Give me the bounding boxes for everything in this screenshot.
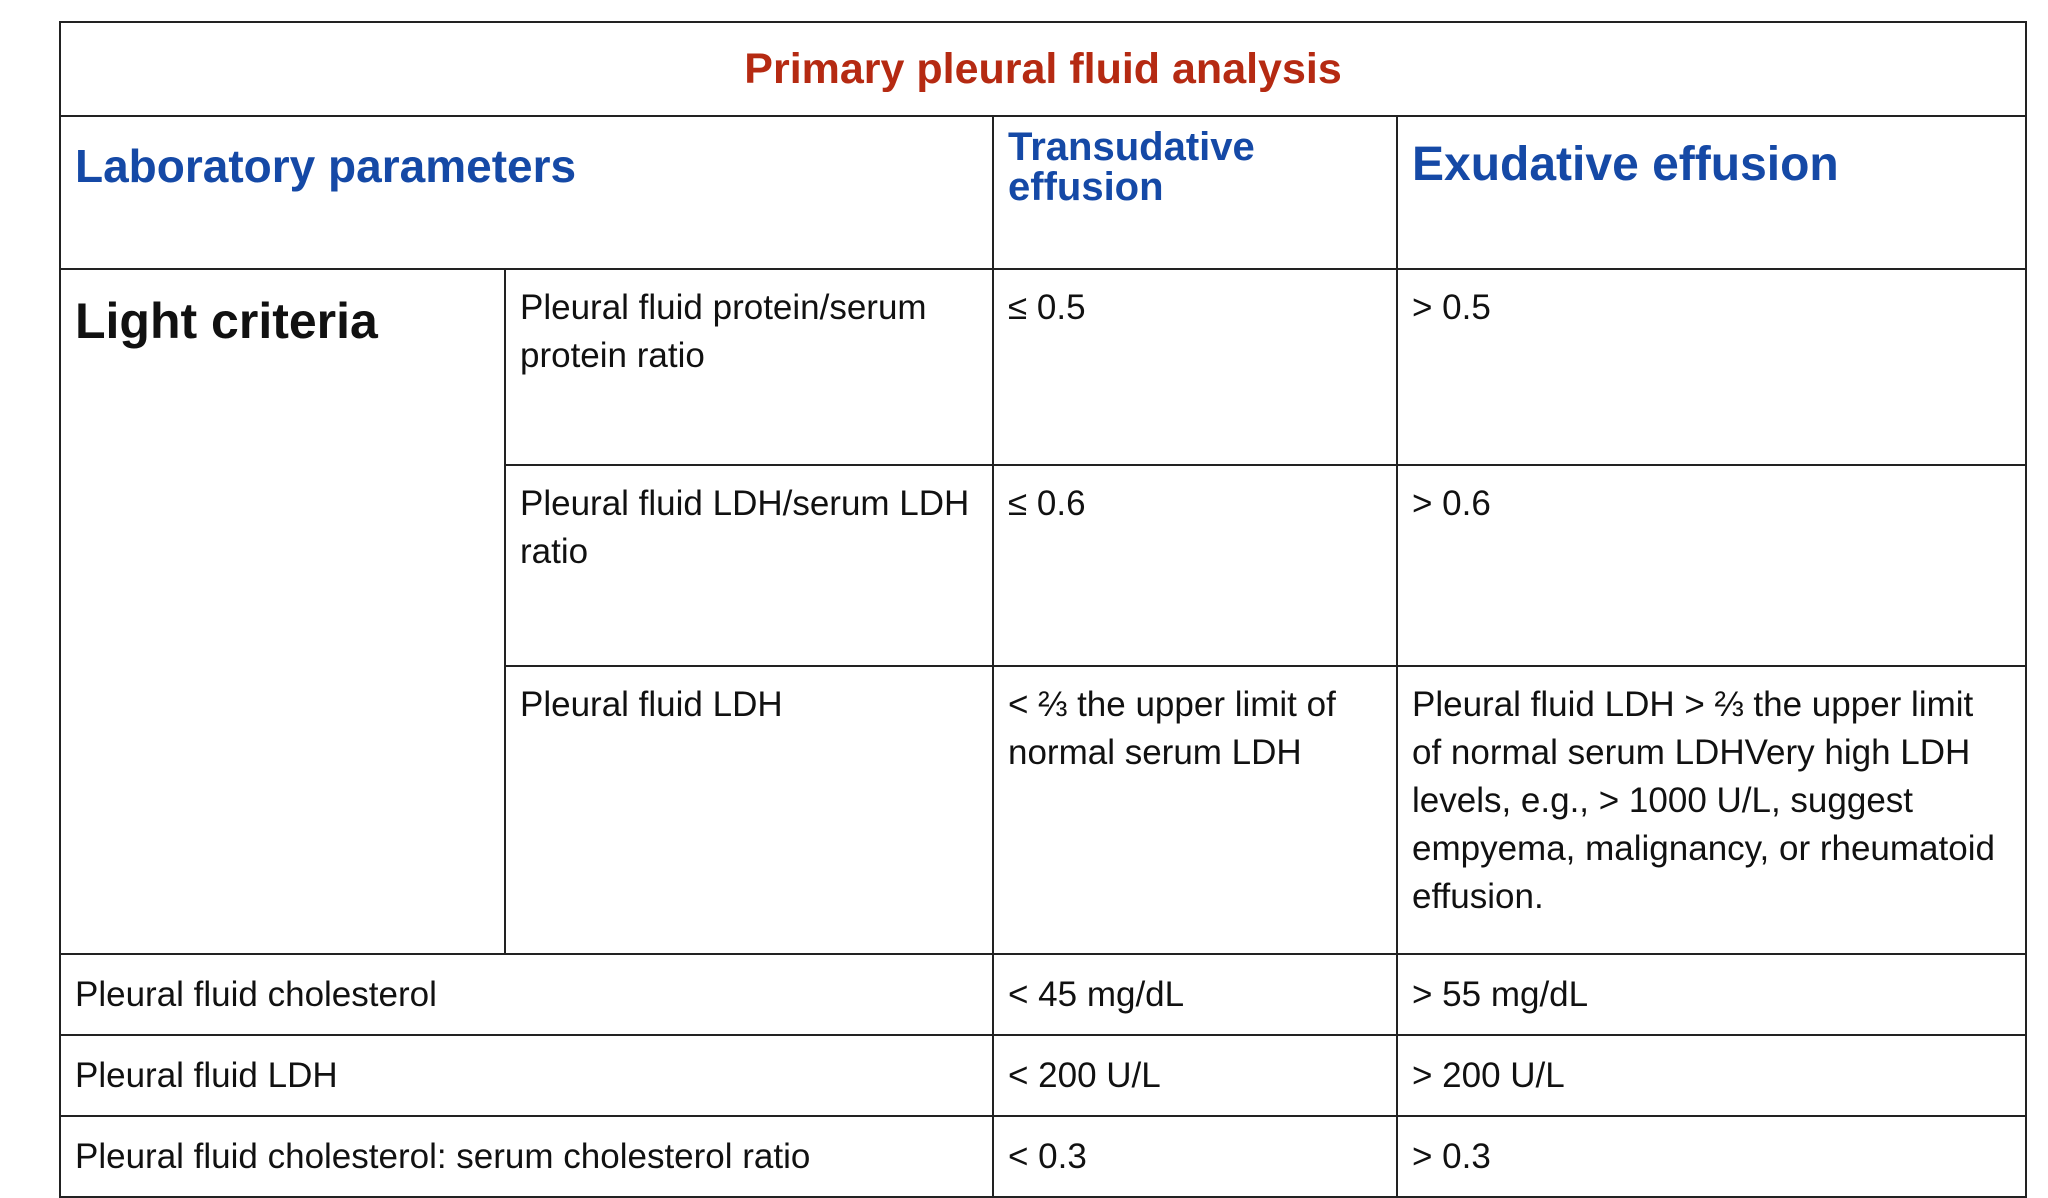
exudative-value: Pleural fluid LDH > ⅔ the upper limit of… — [1395, 665, 2028, 955]
exudative-value: > 55 mg/dL — [1395, 953, 2028, 1036]
parameter-cell: Pleural fluid LDH/serum LDH ratio — [504, 464, 994, 667]
exudative-value: > 0.3 — [1395, 1115, 2028, 1198]
transudative-value: ≤ 0.6 — [992, 464, 1398, 667]
header-transudative-effusion: Transudative effusion — [992, 115, 1398, 270]
transudative-value: < 0.3 — [992, 1115, 1398, 1198]
parameter-cell: Pleural fluid cholesterol — [59, 953, 994, 1036]
parameter-cell: Pleural fluid cholesterol: serum cholest… — [59, 1115, 994, 1198]
exudative-value: > 0.5 — [1395, 268, 2028, 466]
exudative-value: > 0.6 — [1395, 464, 2028, 667]
parameter-cell: Pleural fluid LDH — [504, 665, 994, 955]
header-row: Laboratory parameters Transudative effus… — [59, 115, 2028, 270]
table-row: Pleural fluid LDH < 200 U/L > 200 U/L — [59, 1034, 2028, 1117]
transudative-value: < ⅔ the upper limit of normal serum LDH — [992, 665, 1398, 955]
light-criteria-label: Light criteria — [59, 268, 506, 955]
table-row: Pleural fluid cholesterol < 45 mg/dL > 5… — [59, 953, 2028, 1036]
exudative-value: > 200 U/L — [1395, 1034, 2028, 1117]
table-row: Pleural fluid cholesterol: serum cholest… — [59, 1115, 2028, 1198]
table-title: Primary pleural fluid analysis — [58, 21, 2028, 117]
parameter-cell: Pleural fluid LDH — [59, 1034, 994, 1117]
transudative-value: < 200 U/L — [992, 1034, 1398, 1117]
table-row: Pleural fluid LDH/serum LDH ratio ≤ 0.6 … — [60, 464, 2028, 667]
pleural-fluid-table-container: Primary pleural fluid analysis Laborator… — [58, 21, 2028, 1198]
title-row: Primary pleural fluid analysis — [58, 21, 2028, 117]
header-exudative-effusion: Exudative effusion — [1395, 115, 2028, 270]
pleural-fluid-analysis-table: Primary pleural fluid analysis Laborator… — [58, 21, 2028, 1198]
table-row: Pleural fluid LDH < ⅔ the upper limit of… — [60, 665, 2028, 955]
header-laboratory-parameters: Laboratory parameters — [59, 115, 994, 270]
parameter-cell: Pleural fluid protein/serum protein rati… — [504, 268, 994, 466]
table-row: Light criteria Pleural fluid protein/ser… — [59, 268, 2028, 955]
transudative-value: ≤ 0.5 — [992, 268, 1398, 466]
transudative-value: < 45 mg/dL — [992, 953, 1398, 1036]
